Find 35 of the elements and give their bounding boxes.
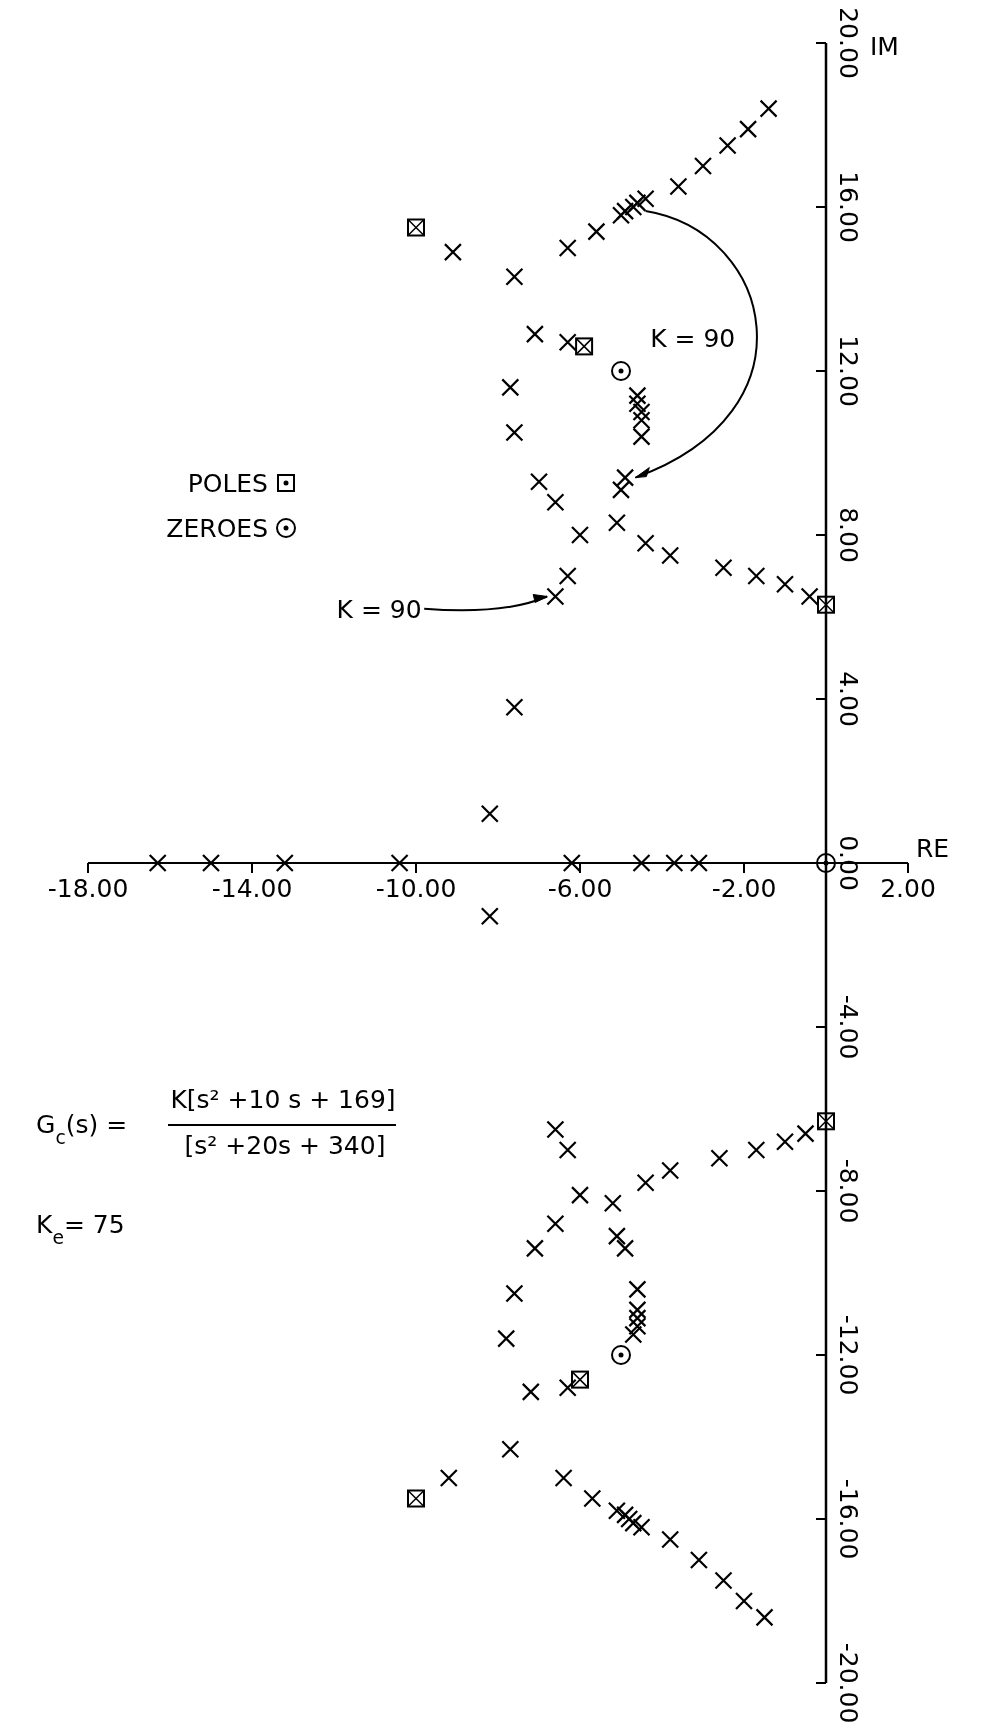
y-axis-title: IM: [870, 32, 899, 61]
annotation: K = 90: [650, 324, 736, 354]
y-tick-label: 16.00: [834, 171, 863, 243]
annotation: [s² +20s + 340]: [184, 1131, 386, 1160]
x-tick-label: -6.00: [547, 874, 613, 903]
annotation: K[s² +10 s + 169]: [170, 1085, 396, 1114]
x-tick-label: -2.00: [711, 874, 777, 903]
y-tick-label: -20.00: [834, 1642, 863, 1724]
y-tick-label: -12.00: [834, 1314, 863, 1396]
x-axis-title: RE: [916, 834, 950, 863]
y-tick-label: -4.00: [834, 994, 863, 1060]
point: [571, 1370, 589, 1389]
point: [611, 361, 631, 381]
legend-label: POLES: [187, 469, 268, 498]
y-tick-label: -8.00: [834, 1158, 863, 1224]
point: [611, 1345, 631, 1365]
point: [816, 853, 836, 873]
x-tick-label: -10.00: [375, 874, 457, 903]
point: [575, 337, 594, 356]
point: [817, 1112, 835, 1131]
legend-label: ZEROES: [166, 514, 268, 543]
y-tick-label: 4.00: [834, 671, 863, 727]
y-tick-label: -16.00: [834, 1478, 863, 1560]
x-tick-label: 2.00: [880, 874, 936, 903]
y-tick-label: 12.00: [834, 335, 863, 407]
annotation: K$_{e}$= 75: [36, 1210, 125, 1248]
x-tick-label: -18.00: [47, 874, 129, 903]
annotation: G$_{c}$(s) =: [36, 1110, 128, 1148]
point: [407, 218, 425, 237]
point: [817, 595, 835, 614]
annotation: K = 90: [336, 594, 422, 624]
point: [407, 1489, 425, 1508]
x-tick-label: -14.00: [211, 874, 293, 903]
y-tick-label: 20.00: [834, 7, 863, 79]
y-tick-label: 8.00: [834, 507, 863, 563]
